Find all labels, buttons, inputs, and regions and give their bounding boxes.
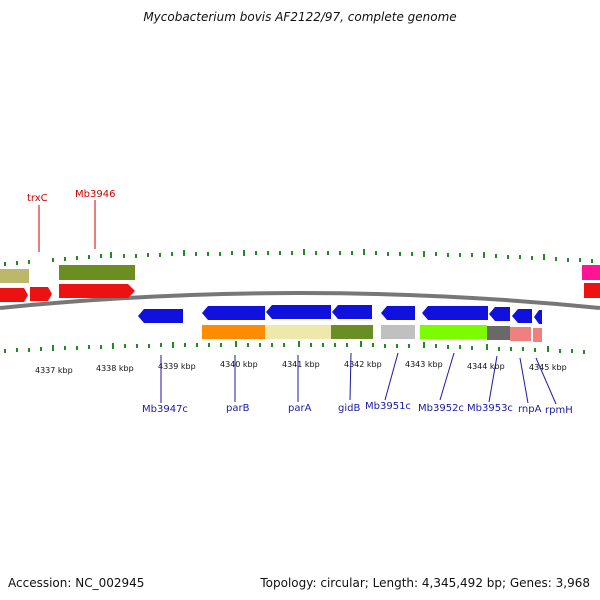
feature-parB[interactable] (202, 325, 265, 339)
cds-arrow-Mb3946[interactable] (59, 284, 135, 298)
scale-label: 4341 kbp (282, 360, 320, 369)
genome-backbone (0, 291, 600, 310)
scale-label: 4343 kbp (405, 360, 443, 369)
cds-arrow-parB[interactable] (202, 306, 265, 320)
cds-arrow-Mb3953c[interactable] (489, 307, 510, 321)
feature-Mb3951c[interactable] (381, 325, 415, 339)
genome-info-text: Topology: circular; Length: 4,345,492 bp… (260, 576, 590, 590)
scale-label: 4338 kbp (96, 364, 134, 373)
leader-line (439, 352, 455, 401)
inner-feature-row (202, 325, 542, 342)
cds-arrow-forward[interactable] (0, 288, 28, 302)
gene-label-gidB[interactable]: gidB (338, 403, 360, 414)
feature-magenta[interactable] (582, 265, 600, 280)
gene-label-Mb3953c[interactable]: Mb3953c (467, 403, 513, 414)
cds-arrow-parA[interactable] (266, 305, 331, 319)
leader-line (384, 352, 399, 401)
bottom-labels: Mb3947c parB parA gidB Mb3951c Mb3952c M… (142, 352, 573, 416)
bottom-tick-row (4, 341, 585, 354)
cds-arrow-forward[interactable] (584, 283, 600, 298)
scale-labels: 4337 kbp 4338 kbp 4339 kbp 4340 kbp 4341… (35, 360, 567, 375)
outer-feature-row (0, 265, 600, 283)
gene-label-parB[interactable]: parB (226, 403, 250, 414)
scale-label: 4344 kbp (467, 362, 505, 371)
accession-text: Accession: NC_002945 (8, 576, 145, 590)
cds-arrow-Mb3947c[interactable] (138, 309, 183, 323)
scale-label: 4345 kbp (529, 363, 567, 372)
gene-label-parA[interactable]: parA (288, 403, 312, 414)
feature-rpmH[interactable] (533, 328, 542, 342)
cds-arrow-gidB[interactable] (332, 305, 372, 319)
forward-cds-row (0, 283, 600, 302)
leader-line (349, 352, 352, 401)
leader-line (519, 357, 529, 404)
gene-label-Mb3947c[interactable]: Mb3947c (142, 404, 188, 415)
top-labels: trxC Mb3946 (27, 189, 115, 252)
gene-label-rpmH[interactable]: rpmH (545, 405, 573, 416)
gene-label-Mb3951c[interactable]: Mb3951c (365, 401, 411, 412)
leader-line (488, 355, 498, 403)
feature-parA[interactable] (265, 325, 331, 339)
feature-khaki[interactable] (0, 269, 29, 283)
cds-arrow-rpmH[interactable] (534, 310, 542, 324)
leader-line (535, 357, 557, 405)
scale-label: 4342 kbp (344, 360, 382, 369)
scale-label: 4337 kbp (35, 366, 73, 375)
gene-label-Mb3952c[interactable]: Mb3952c (418, 403, 464, 414)
gene-label-trxC[interactable]: trxC (27, 193, 48, 204)
cds-arrow-trxC[interactable] (30, 287, 52, 301)
top-tick-row (4, 249, 593, 266)
gene-label-Mb3946[interactable]: Mb3946 (75, 189, 115, 200)
scale-label: 4339 kbp (158, 362, 196, 371)
feature-gidB[interactable] (331, 325, 373, 339)
feature-olive[interactable] (59, 265, 135, 280)
reverse-cds-row (138, 305, 542, 324)
scale-label: 4340 kbp (220, 360, 258, 369)
cds-arrow-Mb3952c[interactable] (422, 306, 488, 320)
cds-arrow-Mb3951c[interactable] (381, 306, 415, 320)
feature-Mb3952c[interactable] (420, 325, 487, 339)
genome-title: Mycobacterium bovis AF2122/97, complete … (143, 10, 457, 24)
feature-Mb3953c[interactable] (487, 326, 510, 340)
gene-label-rnpA[interactable]: rnpA (518, 404, 542, 415)
cds-arrow-rnpA[interactable] (512, 309, 532, 323)
feature-rnpA[interactable] (510, 327, 531, 341)
